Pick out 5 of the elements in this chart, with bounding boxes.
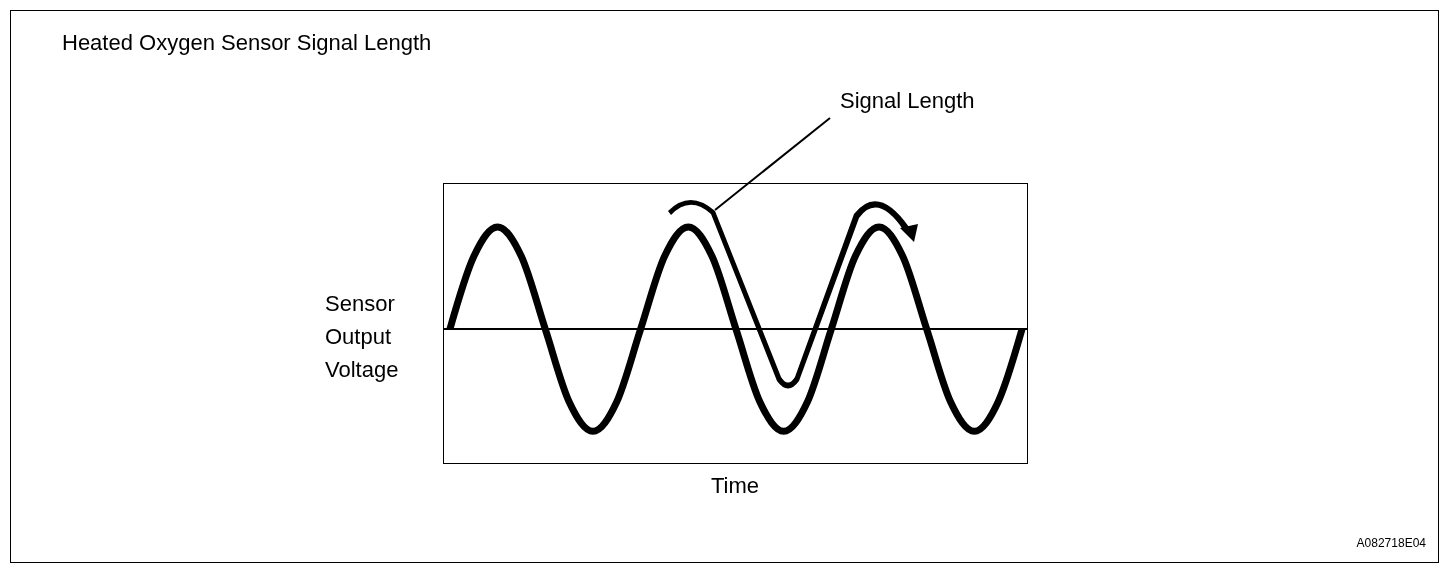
text: A082718E04: [1356, 536, 1426, 550]
text: Signal Length: [840, 88, 975, 114]
text: Heated Oxygen Sensor Signal Length: [62, 30, 432, 56]
y-axis-title: Sensor Output Voltage: [325, 290, 400, 384]
x-axis-title: Time: [709, 473, 761, 499]
